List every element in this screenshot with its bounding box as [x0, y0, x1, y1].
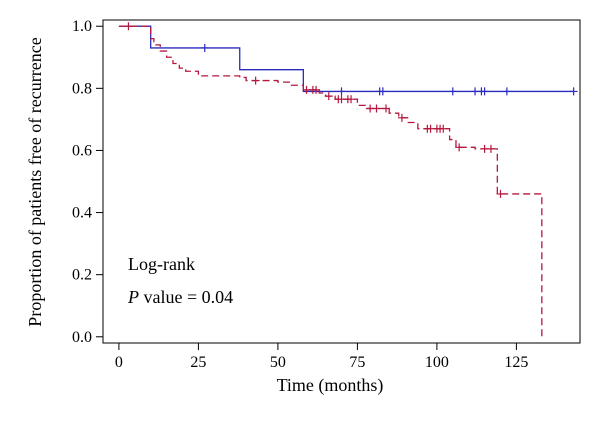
- censor-mark-series-1: [502, 87, 511, 96]
- y-tick-label: 0.6: [72, 142, 92, 159]
- x-tick-label: 25: [190, 354, 206, 371]
- censor-mark-series-2: [251, 76, 260, 85]
- censor-mark-series-2: [496, 189, 505, 198]
- censor-mark-series-2: [347, 95, 356, 104]
- p-value-label: P value = 0.04: [127, 287, 233, 307]
- y-axis-title: Proportion of patients free of recurrenc…: [25, 37, 45, 326]
- x-axis-title: Time (months): [277, 375, 384, 396]
- censor-mark-series-2: [324, 92, 333, 101]
- x-tick-label: 0: [115, 354, 123, 371]
- x-tick-label: 50: [270, 354, 286, 371]
- censor-mark-series-2: [455, 143, 464, 152]
- censor-mark-series-2: [124, 22, 133, 31]
- y-tick-label: 0.4: [72, 205, 92, 222]
- censor-mark-series-2: [397, 113, 406, 122]
- x-tick-label: 100: [425, 354, 449, 371]
- y-tick-label: 1.0: [72, 18, 92, 35]
- x-tick-label: 125: [504, 354, 528, 371]
- x-tick-label: 75: [349, 354, 365, 371]
- y-tick-label: 0.2: [72, 267, 92, 284]
- censor-mark-series-2: [439, 124, 448, 133]
- censor-mark-series-2: [312, 85, 321, 94]
- censor-mark-series-1: [337, 87, 346, 96]
- series-line-1: [118, 25, 574, 93]
- censor-mark-series-2: [372, 104, 381, 113]
- censor-mark-series-1: [480, 87, 489, 96]
- log-rank-label: Log-rank: [128, 254, 195, 274]
- censor-mark-series-2: [382, 104, 391, 113]
- p-value-text: value = 0.04: [139, 287, 233, 307]
- plot-frame: [102, 19, 581, 344]
- p-symbol: P: [127, 287, 139, 307]
- y-tick-label: 0.8: [72, 80, 92, 97]
- censor-mark-series-2: [486, 144, 495, 153]
- y-tick-label: 0.0: [72, 329, 92, 346]
- censor-mark-series-1: [200, 43, 209, 52]
- censor-marks: [124, 22, 578, 198]
- censor-mark-series-1: [378, 87, 387, 96]
- plot-border: [102, 19, 581, 344]
- censor-mark-series-1: [569, 87, 578, 96]
- censor-mark-series-1: [448, 87, 457, 96]
- y-axis-ticks: 0.0 0.2 0.4 0.6 0.8 1.0: [72, 18, 103, 346]
- x-axis-ticks: 0 25 50 75 100 125: [115, 343, 528, 371]
